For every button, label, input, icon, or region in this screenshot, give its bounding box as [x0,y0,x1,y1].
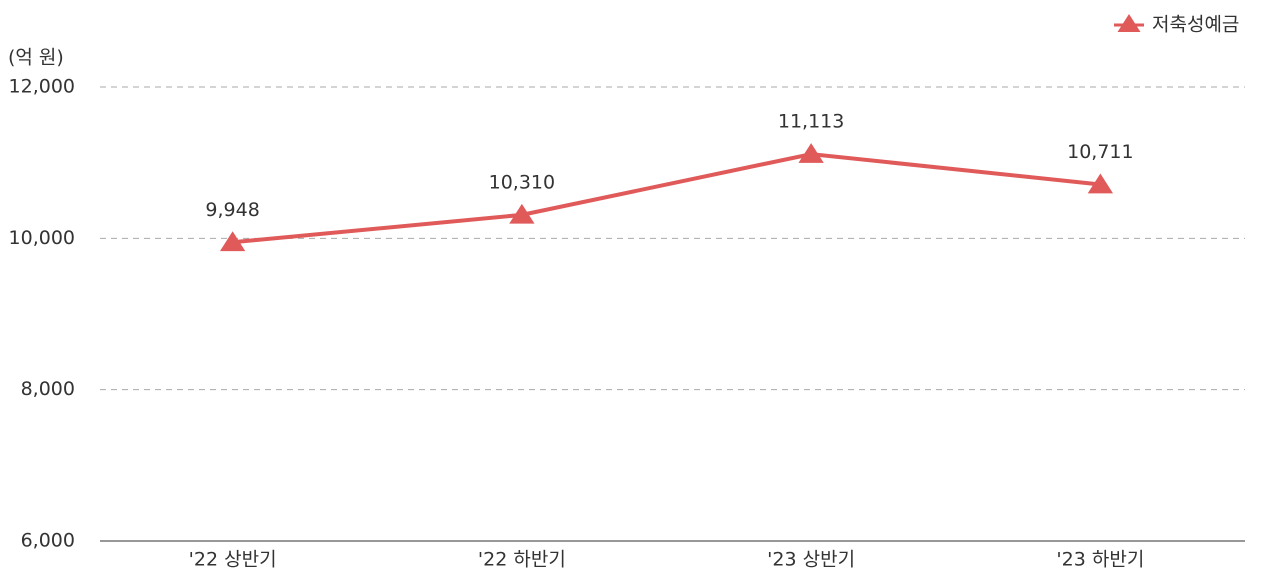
point-marker [798,143,824,163]
y-tick-label: 6,000 [21,530,75,552]
legend-label: 저축성예금 [1152,14,1239,36]
data-label: 10,310 [489,171,555,193]
legend-marker [1117,14,1141,32]
y-tick-label: 12,000 [9,76,75,98]
point-marker [219,231,246,252]
x-tick-label: '22 하반기 [478,549,566,571]
x-tick-label: '23 하반기 [1056,549,1144,571]
x-tick-label: '22 상반기 [189,549,277,571]
x-tick-label: '23 상반기 [767,549,855,571]
point-marker [509,203,535,224]
y-axis-label: (억 원) [8,47,64,69]
point-marker [1087,173,1114,194]
data-label: 10,711 [1067,141,1133,163]
y-tick-label: 10,000 [9,227,75,249]
data-label: 9,948 [205,199,259,221]
y-tick-label: 8,000 [21,378,75,400]
data-label: 11,113 [778,111,844,133]
series-line [232,152,1101,245]
